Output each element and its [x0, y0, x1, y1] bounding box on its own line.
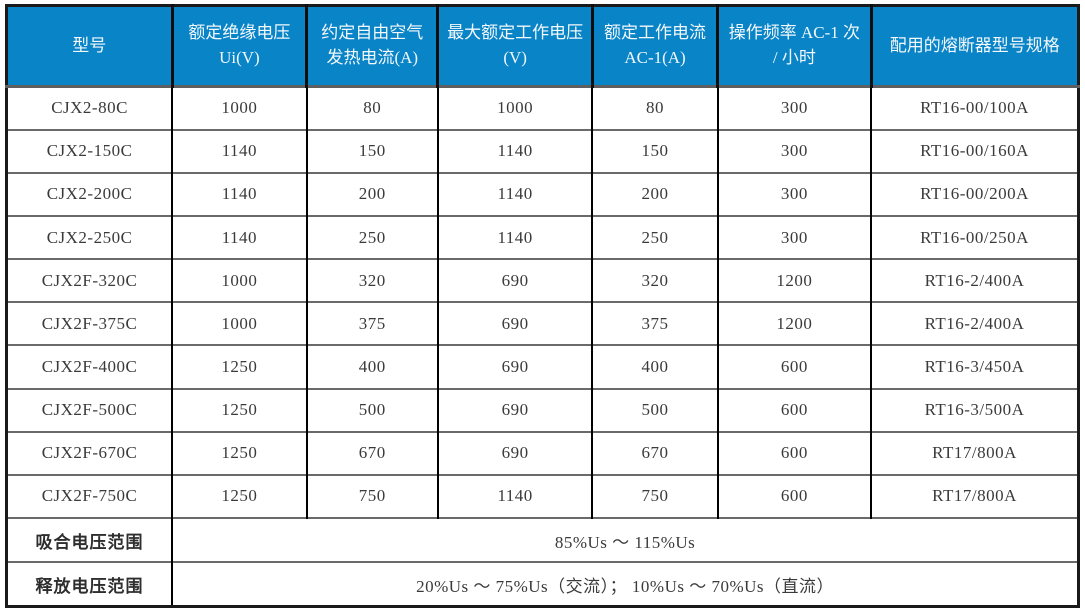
value-cell: RT16-00/200A [870, 171, 1079, 216]
column-header-model: 型号 [6, 5, 173, 87]
value-cell: 600 [716, 430, 872, 475]
column-header-working-current: 额定工作电流 AC-1(A) [590, 5, 718, 87]
value-cell: RT16-00/100A [870, 84, 1079, 130]
value-cell: 150 [591, 128, 718, 173]
value-cell: RT16-00/250A [870, 214, 1079, 260]
value-cell: 1250 [171, 344, 307, 389]
value-cell: 750 [591, 473, 718, 519]
value-cell: 1200 [716, 258, 872, 303]
model-cell: CJX2F-670C [6, 430, 173, 475]
table-row: CJX2F-500C 1250 500 690 500 600 RT16-3/5… [6, 387, 1079, 432]
model-cell: CJX2-200C [6, 171, 173, 216]
table-row: CJX2-250C 1140 250 1140 250 300 RT16-00/… [6, 214, 1079, 260]
value-cell: 400 [591, 344, 718, 389]
value-cell: 1000 [171, 301, 307, 346]
table-row: CJX2F-400C 1250 400 690 400 600 RT16-3/4… [6, 344, 1079, 389]
value-cell: RT16-3/450A [870, 344, 1079, 389]
value-cell: 1250 [171, 387, 307, 432]
value-cell: 1140 [436, 473, 593, 519]
column-header-insulation-voltage: 额定绝缘电压 Ui(V) [170, 5, 307, 87]
value-cell: 1140 [436, 128, 593, 173]
column-header-fuse-spec: 配用的熔断器型号规格 [869, 5, 1079, 87]
value-cell: 1000 [436, 84, 593, 130]
table-row: CJX2-200C 1140 200 1140 200 300 RT16-00/… [6, 171, 1079, 216]
value-cell: 670 [591, 430, 718, 475]
model-cell: CJX2-250C [6, 214, 173, 260]
row-label-cell: 释放电压范围 [6, 561, 173, 607]
model-cell: CJX2F-400C [6, 344, 173, 389]
value-cell: 690 [436, 301, 593, 346]
value-cell: 1140 [171, 214, 307, 260]
model-cell: CJX2F-750C [6, 473, 173, 519]
column-header-max-working-voltage: 最大额定工作电压(V) [436, 5, 593, 87]
value-cell: RT17/800A [870, 430, 1079, 475]
value-cell: 750 [305, 473, 438, 519]
model-cell: CJX2-150C [6, 128, 173, 173]
header-row: 型号 额定绝缘电压 Ui(V) 约定自由空气发热电流(A) 最大额定工作电压(V… [6, 5, 1079, 87]
pickup-voltage-row: 吸合电压范围 85%Us ～ 115%Us [6, 517, 1079, 563]
value-cell: 600 [716, 473, 872, 519]
value-cell: RT16-2/400A [870, 258, 1079, 303]
value-cell: 150 [305, 128, 438, 173]
table-row: CJX2F-375C 1000 375 690 375 1200 RT16-2/… [6, 301, 1079, 346]
table-row: CJX2-80C 1000 80 1000 80 300 RT16-00/100… [6, 84, 1079, 130]
model-cell: CJX2F-320C [6, 258, 173, 303]
value-cell: 690 [436, 430, 593, 475]
value-cell: RT16-3/500A [870, 387, 1079, 432]
value-cell: 300 [716, 128, 872, 173]
value-cell: 1200 [716, 301, 872, 346]
table-row: CJX2F-670C 1250 670 690 670 600 RT17/800… [6, 430, 1079, 475]
row-value-cell: 85%Us ～ 115%Us [171, 517, 1079, 563]
model-cell: CJX2F-375C [6, 301, 173, 346]
table-row: CJX2F-320C 1000 320 690 320 1200 RT16-2/… [6, 258, 1079, 303]
value-cell: 375 [591, 301, 718, 346]
value-cell: 600 [716, 344, 872, 389]
value-cell: 320 [305, 258, 438, 303]
column-header-thermal-current: 约定自由空气发热电流(A) [305, 5, 438, 87]
value-cell: RT16-2/400A [870, 301, 1079, 346]
value-cell: 300 [716, 84, 872, 130]
table-row: CJX2F-750C 1250 750 1140 750 600 RT17/80… [6, 473, 1079, 519]
row-label-cell: 吸合电压范围 [6, 517, 173, 563]
value-cell: 80 [305, 84, 438, 130]
model-cell: CJX2F-500C [6, 387, 173, 432]
value-cell: 300 [716, 171, 872, 216]
value-cell: 500 [305, 387, 438, 432]
value-cell: RT17/800A [870, 473, 1079, 519]
row-value-cell: 20%Us ～ 75%Us（交流）； 10%Us ～ 70%Us（直流） [171, 561, 1079, 607]
release-voltage-row: 释放电压范围 20%Us ～ 75%Us（交流）； 10%Us ～ 70%Us（… [6, 561, 1079, 607]
value-cell: 80 [591, 84, 718, 130]
value-cell: 690 [436, 344, 593, 389]
column-header-operation-frequency: 操作频率 AC-1 次 / 小时 [716, 5, 872, 87]
value-cell: 600 [716, 387, 872, 432]
value-cell: 300 [716, 214, 872, 260]
contactor-spec-table: 型号 额定绝缘电压 Ui(V) 约定自由空气发热电流(A) 最大额定工作电压(V… [5, 4, 1080, 608]
value-cell: 1000 [171, 258, 307, 303]
value-cell: 200 [591, 171, 718, 216]
value-cell: 1250 [171, 473, 307, 519]
value-cell: 250 [591, 214, 718, 260]
value-cell: 250 [305, 214, 438, 260]
value-cell: 1250 [171, 430, 307, 475]
value-cell: 400 [305, 344, 438, 389]
value-cell: 500 [591, 387, 718, 432]
value-cell: 200 [305, 171, 438, 216]
value-cell: 1140 [171, 128, 307, 173]
value-cell: 690 [436, 258, 593, 303]
value-cell: 670 [305, 430, 438, 475]
value-cell: 1140 [436, 214, 593, 260]
value-cell: 320 [591, 258, 718, 303]
value-cell: 1140 [436, 171, 593, 216]
value-cell: 375 [305, 301, 438, 346]
table-row: CJX2-150C 1140 150 1140 150 300 RT16-00/… [6, 128, 1079, 173]
value-cell: 1000 [171, 84, 307, 130]
value-cell: RT16-00/160A [870, 128, 1079, 173]
value-cell: 690 [436, 387, 593, 432]
model-cell: CJX2-80C [6, 84, 173, 130]
value-cell: 1140 [171, 171, 307, 216]
